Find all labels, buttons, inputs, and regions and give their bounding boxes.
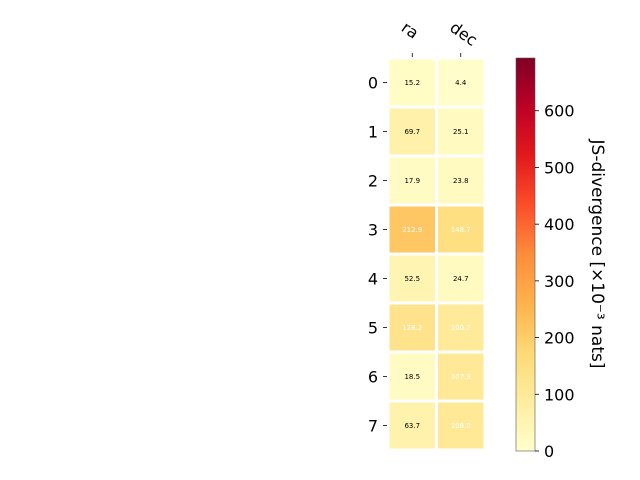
heatmap-cell [389, 59, 435, 106]
heatmap-cell [389, 206, 435, 253]
cell-value-label: 4.4 [455, 79, 467, 87]
cell-value-label: 63.7 [404, 422, 420, 430]
cell-value-label: 69.7 [404, 128, 420, 136]
row-label: 4 [368, 270, 378, 289]
heatmap-cell [438, 353, 484, 400]
colorbar: 0 100 200 300 400 500 600 JS-divergence [×10⁻³… [515, 57, 607, 461]
colorbar-label: JS-divergence [×10⁻³ nats] [587, 139, 607, 369]
heatmap-cell [389, 108, 435, 155]
cell-value-label: 148.7 [451, 226, 471, 234]
cell-value-label: 25.1 [453, 128, 469, 136]
cell-value-label: 100.7 [451, 324, 471, 332]
cell-value-label: 18.5 [404, 373, 420, 381]
heatmap-cell [389, 402, 435, 449]
cell-value-label: 52.5 [404, 275, 420, 283]
row-label: 7 [368, 417, 378, 436]
cell-value-label: 15.2 [404, 79, 420, 87]
colorbar-tick-label: 100 [544, 385, 575, 404]
heatmap-cell [438, 402, 484, 449]
cell-value-label: 23.8 [453, 177, 469, 185]
heatmap-cell [438, 304, 484, 351]
heatmap-cell [438, 59, 484, 106]
row-label: 1 [368, 123, 378, 142]
heatmap-cell [389, 255, 435, 302]
colorbar-tick-label: 500 [544, 158, 575, 177]
heatmap-cell [438, 108, 484, 155]
colorbar-tick-label: 0 [544, 442, 554, 461]
heatmap-cell [389, 304, 435, 351]
column-label: dec [446, 18, 480, 50]
colorbar-ticks: 0 100 200 300 400 500 600 [535, 102, 575, 461]
row-labels: 0 1 2 3 4 5 6 7 [368, 74, 387, 436]
heatmap-cells: 15.2 4.4 69.7 25.1 17.9 23.8 212.9 148.7 52.5 24.… [389, 59, 484, 449]
colorbar-gradient [515, 57, 536, 452]
column-label: ra [398, 18, 422, 43]
cell-value-label: 128.2 [402, 324, 422, 332]
column-labels: ra dec [398, 18, 481, 57]
heatmap-cell [438, 206, 484, 253]
row-label: 5 [368, 319, 378, 338]
colorbar-tick-label: 600 [544, 102, 575, 121]
row-label: 6 [368, 368, 378, 387]
colorbar-tick-label: 200 [544, 329, 575, 348]
cell-value-label: 24.7 [453, 275, 469, 283]
cell-value-label: 17.9 [404, 177, 420, 185]
row-label: 0 [368, 74, 378, 93]
heatmap-cell [389, 353, 435, 400]
cell-value-label: 212.9 [402, 226, 422, 234]
colorbar-tick-label: 400 [544, 215, 575, 234]
heatmap-cell [438, 255, 484, 302]
heatmap-cell [438, 157, 484, 204]
heatmap-cell [389, 157, 435, 204]
colorbar-tick-label: 300 [544, 272, 575, 291]
row-label: 2 [368, 172, 378, 191]
row-label: 3 [368, 221, 378, 240]
cell-value-label: 108.0 [451, 422, 471, 430]
cell-value-label: 107.9 [451, 373, 471, 381]
